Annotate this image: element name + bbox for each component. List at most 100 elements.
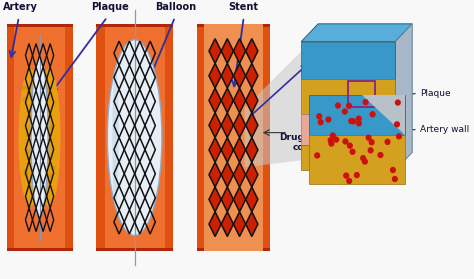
Circle shape [392,177,397,182]
Circle shape [148,166,152,170]
Text: Artery wall: Artery wall [420,125,469,134]
Circle shape [328,138,333,143]
Circle shape [124,114,128,118]
Circle shape [356,121,361,126]
Circle shape [124,174,128,177]
Circle shape [48,114,52,117]
Circle shape [326,117,331,122]
Circle shape [140,150,144,154]
Polygon shape [233,138,246,162]
Circle shape [317,114,321,119]
Circle shape [121,158,125,162]
Ellipse shape [37,68,61,207]
Bar [301,114,395,145]
Circle shape [23,97,27,101]
Polygon shape [221,39,233,63]
Circle shape [363,100,368,105]
Circle shape [395,100,400,105]
Polygon shape [221,88,233,113]
Polygon shape [395,24,412,170]
Polygon shape [233,63,246,88]
Polygon shape [209,138,221,162]
Polygon shape [209,39,221,63]
Circle shape [395,122,400,127]
Circle shape [391,168,395,172]
Circle shape [43,169,46,173]
Circle shape [27,88,30,92]
Polygon shape [246,212,258,237]
Circle shape [385,140,390,144]
Circle shape [378,153,383,157]
Bar [309,95,405,135]
Circle shape [26,133,29,137]
Circle shape [46,158,50,161]
Polygon shape [221,113,233,138]
Polygon shape [221,162,233,187]
Circle shape [45,150,48,153]
Circle shape [370,112,375,117]
Polygon shape [209,187,221,212]
Circle shape [145,114,148,118]
Polygon shape [221,187,233,212]
Bar [197,248,270,251]
Circle shape [329,141,334,146]
Circle shape [137,86,140,90]
Circle shape [336,103,340,108]
Circle shape [120,88,124,92]
Circle shape [330,133,335,138]
Circle shape [26,150,29,153]
Polygon shape [246,39,258,63]
Bar [262,24,270,251]
Circle shape [24,172,27,175]
Polygon shape [301,24,412,42]
Bar [7,248,73,251]
Circle shape [116,86,119,90]
Circle shape [22,86,26,90]
Bar [348,81,374,107]
Circle shape [137,97,141,101]
Bar [301,79,395,114]
Bar [197,24,270,251]
Bar [65,24,73,251]
Circle shape [368,148,373,153]
Ellipse shape [18,68,42,207]
Circle shape [356,116,361,121]
Bar [7,24,14,251]
Circle shape [116,97,120,101]
Circle shape [27,158,31,161]
Ellipse shape [112,69,119,206]
Circle shape [315,153,319,158]
Text: Drug-eluting
coating: Drug-eluting coating [280,133,344,152]
Text: Artery: Artery [3,2,38,12]
Polygon shape [246,162,258,187]
Bar [96,24,173,27]
Circle shape [146,125,150,129]
Circle shape [347,179,352,184]
Polygon shape [221,138,233,162]
Bar [96,24,105,251]
Polygon shape [221,63,233,88]
Ellipse shape [31,59,48,217]
Circle shape [46,88,49,92]
Ellipse shape [132,68,158,207]
Circle shape [346,103,351,108]
Circle shape [43,172,46,175]
Circle shape [118,172,121,176]
Polygon shape [209,162,221,187]
Circle shape [347,143,352,148]
Circle shape [141,88,145,92]
Text: Plaque: Plaque [420,88,450,98]
Circle shape [351,119,356,124]
Polygon shape [233,187,246,212]
Polygon shape [233,162,246,187]
Circle shape [45,133,48,137]
Polygon shape [209,88,221,113]
Text: Stent: Stent [228,2,258,12]
Circle shape [363,159,367,164]
Circle shape [369,140,374,145]
Circle shape [41,86,45,90]
Circle shape [140,133,144,137]
Circle shape [142,158,146,162]
Bar [165,24,173,251]
Circle shape [30,114,33,117]
